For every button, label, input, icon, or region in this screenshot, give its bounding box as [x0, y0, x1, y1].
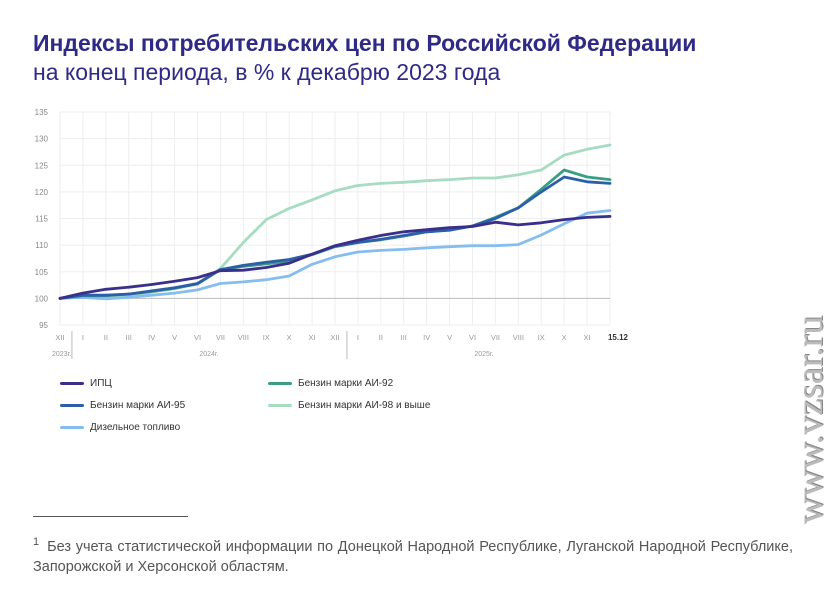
year-label: 2025г. — [474, 351, 493, 358]
legend-label: Дизельное топливо — [90, 422, 181, 433]
footnote-text: Без учета статистической информации по Д… — [33, 538, 793, 575]
x-tick-label: X — [287, 333, 292, 342]
legend-swatch — [60, 382, 84, 385]
y-tick-label: 130 — [35, 135, 49, 144]
legend-item-ai98: Бензин марки АИ-98 и выше — [268, 400, 430, 411]
x-tick-label: IX — [538, 333, 545, 342]
x-tick-label: I — [357, 333, 359, 342]
x-tick-label: 15.12 — [608, 333, 629, 342]
footnote-mark: 1 — [33, 536, 40, 548]
x-tick-label: VIII — [513, 333, 524, 342]
x-tick-label: XI — [584, 333, 591, 342]
y-tick-label: 95 — [39, 321, 48, 330]
x-tick-label: III — [401, 333, 407, 342]
y-tick-label: 120 — [35, 188, 49, 197]
page-title: Индексы потребительских цен по Российско… — [33, 30, 697, 56]
x-tick-label: V — [447, 333, 452, 342]
x-tick-label: XII — [55, 333, 64, 342]
y-tick-label: 100 — [35, 294, 49, 303]
year-label: 2024г. — [199, 351, 218, 358]
year-label: 2023г. — [52, 351, 71, 358]
legend-label: Бензин марки АИ-92 — [298, 378, 394, 389]
legend-label: Бензин марки АИ-95 — [90, 400, 186, 411]
y-tick-label: 115 — [35, 215, 48, 224]
x-tick-label: XI — [309, 333, 316, 342]
x-tick-label: X — [562, 333, 567, 342]
y-tick-label: 135 — [35, 108, 49, 117]
y-tick-label: 105 — [35, 268, 49, 277]
legend-swatch — [268, 404, 292, 407]
page-subtitle: на конец периода, в % к декабрю 2023 год… — [33, 59, 501, 85]
series-line — [58, 215, 612, 300]
x-tick-label: III — [126, 333, 132, 342]
legend-label: ИПЦ — [90, 378, 112, 389]
x-tick-label: V — [172, 333, 177, 342]
legend-item-cpi: ИПЦ — [60, 378, 112, 389]
legend-swatch — [60, 426, 84, 429]
watermark: www.vzsar.ru — [789, 315, 828, 525]
footnote-divider — [33, 516, 188, 517]
legend-item-diesel: Дизельное топливо — [60, 422, 180, 433]
legend-item-ai95: Бензин марки АИ-95 — [60, 400, 185, 411]
legend-label: Бензин марки АИ-98 и выше — [298, 400, 431, 411]
x-tick-label: VII — [216, 333, 225, 342]
x-tick-label: VI — [194, 333, 201, 342]
x-tick-label: VII — [491, 333, 500, 342]
x-tick-label: I — [82, 333, 84, 342]
footnote: 1 Без учета статистической информации по … — [33, 532, 793, 577]
x-tick-label: IX — [263, 333, 270, 342]
y-tick-label: 125 — [35, 161, 49, 170]
x-tick-label: II — [379, 333, 383, 342]
x-tick-label: IV — [423, 333, 430, 342]
legend-swatch — [60, 404, 84, 407]
y-tick-label: 110 — [35, 241, 48, 250]
x-tick-label: VI — [469, 333, 476, 342]
legend-item-ai92: Бензин марки АИ-92 — [268, 378, 393, 389]
series-line — [58, 209, 612, 301]
x-tick-label: II — [104, 333, 108, 342]
legend-swatch — [268, 382, 292, 385]
x-tick-label: XII — [330, 333, 339, 342]
x-tick-label: VIII — [238, 333, 249, 342]
x-tick-label: IV — [148, 333, 155, 342]
